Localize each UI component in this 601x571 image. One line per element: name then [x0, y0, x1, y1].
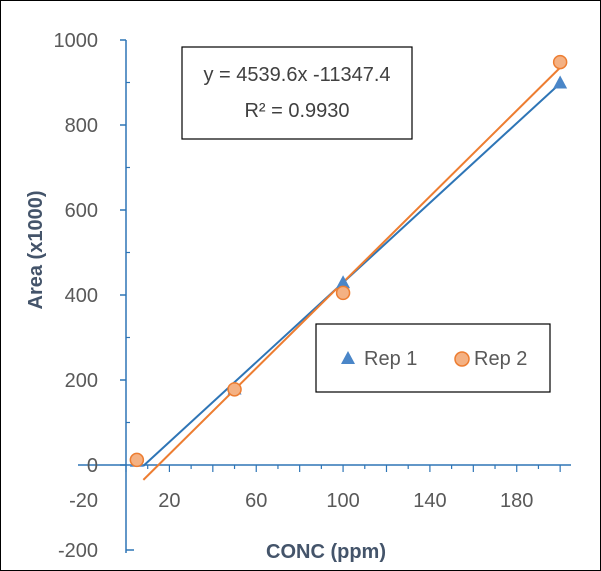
- legend-marker-rep1: [341, 351, 355, 364]
- y-tick-label: 200: [65, 370, 98, 392]
- axes: [78, 39, 571, 553]
- y-axis-title: Area (x1000): [25, 191, 47, 310]
- y-tick-label: 800: [65, 115, 98, 137]
- equation-box: y = 4539.6x -11347.4 R² = 0.9930: [181, 46, 413, 140]
- y-tick-label: -200: [58, 540, 98, 562]
- x-tick-label: 20: [158, 490, 180, 512]
- point-rep1: [553, 75, 568, 89]
- legend: Rep 1 Rep 2: [315, 323, 551, 393]
- trendline-2: [142, 66, 561, 481]
- x-axis-title: CONC (ppm): [266, 541, 386, 563]
- x-tick-label: 60: [245, 490, 267, 512]
- legend-label-rep1: Rep 1: [364, 348, 417, 370]
- x-tick-label: 140: [413, 490, 446, 512]
- y-tick-label: 400: [65, 285, 98, 307]
- equation-text: y = 4539.6x -11347.4: [204, 64, 391, 86]
- point-rep2: [227, 382, 242, 397]
- y-tick-label: -20: [69, 490, 98, 512]
- y-tick-label: 600: [65, 200, 98, 222]
- y-tick-label: 0: [87, 455, 98, 477]
- x-tick-label: 100: [326, 490, 359, 512]
- x-tick-label: 180: [500, 490, 533, 512]
- point-rep2: [129, 452, 145, 468]
- y-tick-label: 1000: [54, 30, 99, 52]
- r-squared-text: R² = 0.9930: [244, 100, 349, 122]
- point-rep2: [552, 54, 568, 70]
- point-rep1: [336, 275, 351, 289]
- legend-label-rep2: Rep 2: [474, 348, 527, 370]
- point-rep2: [335, 285, 351, 301]
- trendlines: [142, 66, 561, 481]
- data-points: [129, 54, 568, 468]
- legend-marker-rep2: [454, 351, 470, 367]
